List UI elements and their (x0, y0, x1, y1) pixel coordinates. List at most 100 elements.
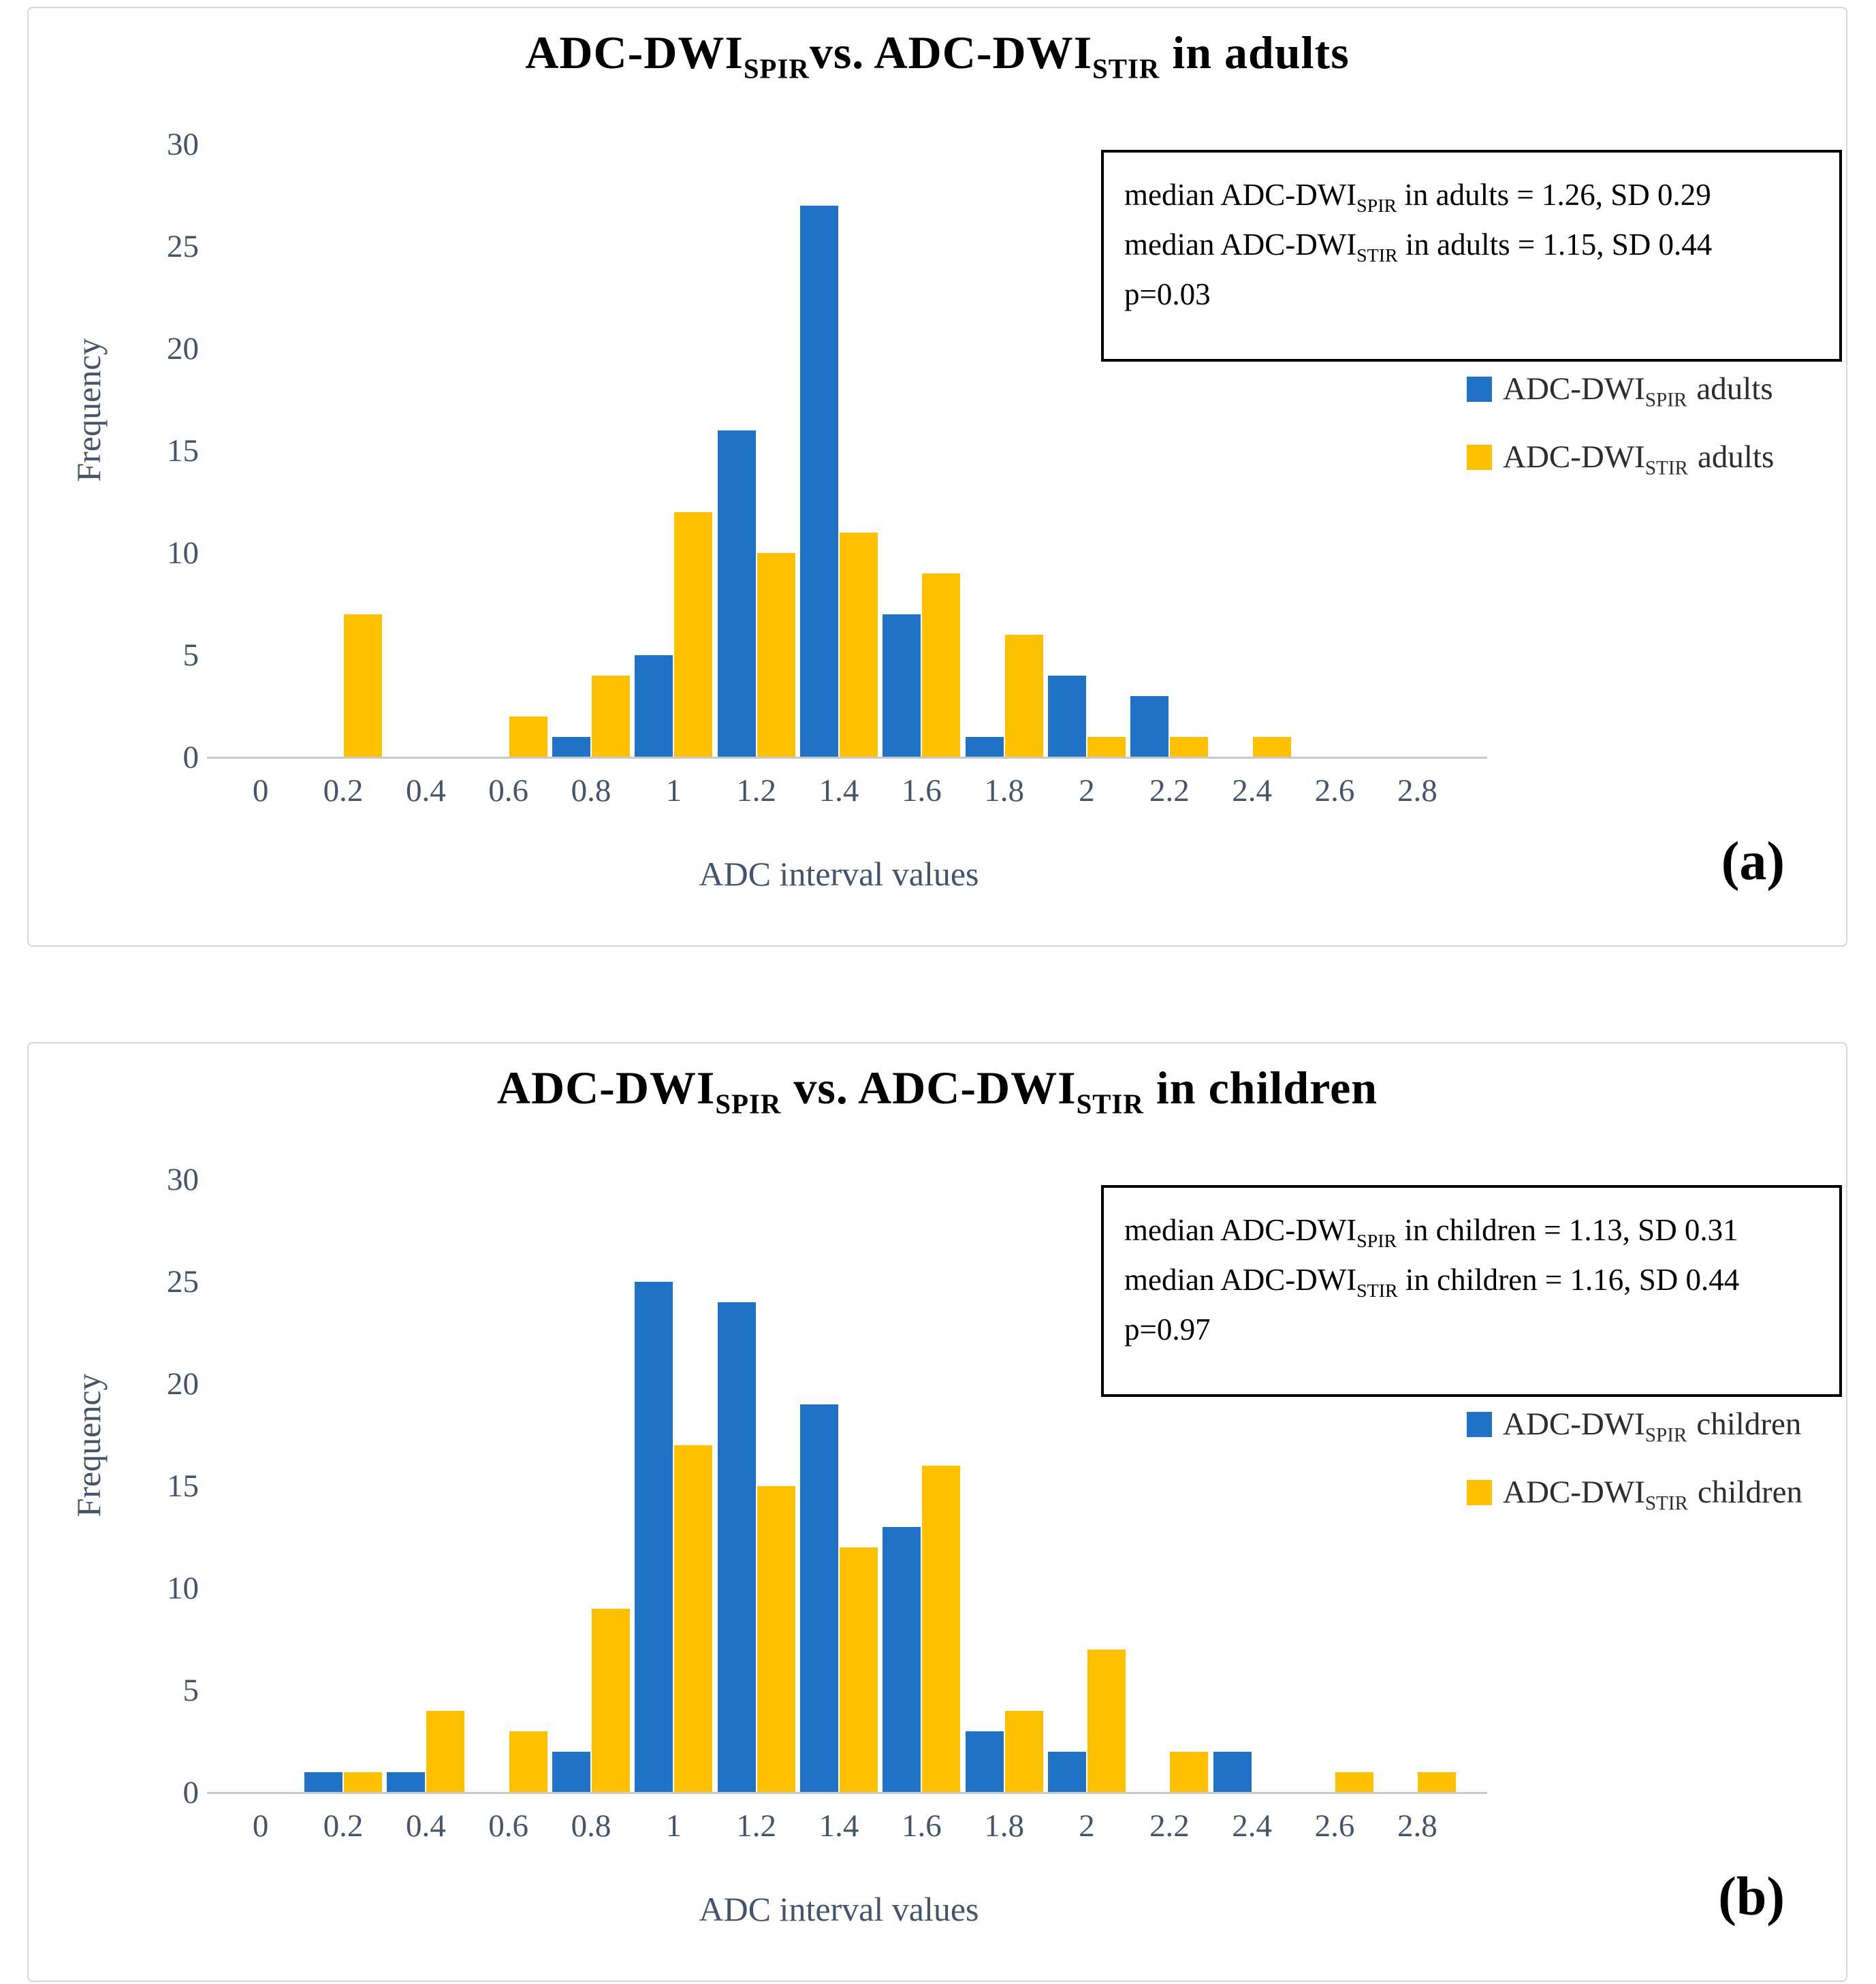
legend-label: ADC-DWISPIR adults (1503, 371, 1773, 410)
stats-adults-0-seg-2: in adults = 1.26, SD 0.29 (1397, 178, 1711, 212)
x-tick-label-2.2: 2.2 (1149, 773, 1190, 808)
legend-text: STIR (1644, 457, 1688, 479)
plot-area-children: 0 5 10 15 20 25 30 0 0.2 0.4 0.6 0.8 1 1.2 1.4 1.6 1.8 2… (167, 1162, 1487, 1844)
title-children-seg-3: STIR (1076, 1088, 1144, 1120)
panel-adults: ADC-DWI SPIR vs. ADC-DWI STIR in adults med… (27, 7, 1847, 947)
bar-stir-children-1.2 (757, 1486, 795, 1793)
x-tick-label-0.8: 0.8 (571, 1808, 611, 1844)
x-tick-label-2: 2 (1079, 773, 1095, 808)
legend-item-stir: ADC-DWISTIR children (1467, 1474, 1802, 1513)
x-tick-label-0: 0 (252, 773, 269, 808)
bar-stir-children-0.6 (509, 1731, 547, 1793)
legend-item-spir: ADC-DWISPIR children (1467, 1406, 1802, 1447)
legend-children: ADC-DWISPIR children ADC-DWISTIR children (1467, 1406, 1802, 1513)
legend-text: SPIR (1644, 1424, 1687, 1447)
bar-spir-adults-1.6 (883, 614, 921, 757)
legend-label: ADC-DWISPIR children (1503, 1406, 1801, 1447)
bar-spir-children-0.4 (387, 1772, 426, 1793)
panel-children: ADC-DWISPIR vs. ADC-DWISTIR in children … (27, 1042, 1847, 1982)
stats-line-3: p=0.97 (1124, 1305, 1819, 1355)
bar-stir-children-1.8 (1004, 1711, 1043, 1793)
x-tick-label-1.2: 1.2 (736, 1808, 777, 1844)
title-adults-seg-0: ADC-DWI (525, 27, 744, 78)
y-tick-label-30: 30 (167, 1162, 199, 1197)
panel-label-b: (b) (1718, 1867, 1785, 1927)
bar-stir-adults-1.8 (1004, 635, 1043, 757)
legend-text: ADC-DWI (1503, 1475, 1645, 1510)
x-tick-label-0: 0 (252, 1808, 269, 1844)
y-tick-label-10: 10 (167, 1571, 199, 1606)
stats-adults-1-seg-2: in adults = 1.15, SD 0.44 (1397, 227, 1713, 262)
stats-box-adults: median ADC-DWI SPIR in adults = 1.26, SD … (1101, 150, 1842, 362)
bar-spir-children-1.6 (883, 1527, 921, 1793)
stats-children-0-seg-1: SPIR (1356, 1231, 1397, 1252)
x-tick-label-2.6: 2.6 (1314, 1808, 1355, 1844)
title-children-seg-0: ADC-DWI (496, 1062, 716, 1114)
legend-text: ADC-DWI (1503, 371, 1645, 407)
bar-spir-children-2.4 (1213, 1752, 1252, 1793)
x-tick-label-0.8: 0.8 (571, 773, 611, 808)
title-adults-seg-2: vs. ADC-DWI (809, 27, 1093, 78)
x-tick-label-2.8: 2.8 (1397, 1808, 1437, 1844)
x-axis-title: ADC interval values (699, 1890, 979, 1928)
y-axis-title: Frequency (69, 338, 108, 482)
stats-children-1-seg-1: STIR (1356, 1280, 1398, 1302)
bar-stir-children-2.6 (1335, 1772, 1373, 1793)
legend-text: adults (1697, 439, 1775, 475)
x-tick-label-1: 1 (665, 1808, 682, 1844)
bar-spir-adults-1.2 (717, 430, 756, 757)
y-tick-label-30: 30 (167, 127, 199, 162)
x-tick-label-1.6: 1.6 (901, 1808, 942, 1844)
bar-stir-adults-1.2 (757, 553, 795, 757)
bar-stir-children-2 (1087, 1650, 1126, 1793)
stats-children-0-seg-2: in children = 1.13, SD 0.31 (1397, 1213, 1738, 1247)
x-tick-label-0.2: 0.2 (323, 773, 364, 808)
legend-swatch-icon (1467, 1411, 1492, 1437)
y-tick-label-5: 5 (182, 1673, 200, 1708)
title-children-seg-4: in children (1143, 1062, 1378, 1114)
stats-adults-1-seg-1: STIR (1356, 245, 1398, 266)
x-axis-title: ADC interval values (699, 855, 979, 893)
bar-spir-children-0.2 (304, 1772, 343, 1793)
stats-line-2: median ADC-DWISTIR in children = 1.16, S… (1124, 1255, 1819, 1305)
bar-stir-children-1 (674, 1445, 713, 1793)
bar-stir-children-0.2 (344, 1772, 382, 1793)
legend-swatch-icon (1467, 376, 1492, 402)
bar-spir-adults-1.8 (965, 737, 1004, 757)
bar-spir-adults-2 (1048, 676, 1086, 757)
bar-stir-children-1.6 (922, 1466, 961, 1793)
stats-box-children: median ADC-DWISPIR in children = 1.13, S… (1101, 1185, 1842, 1397)
x-tick-label-2.4: 2.4 (1232, 773, 1273, 808)
x-tick-label-2: 2 (1079, 1808, 1095, 1844)
x-axis-line (207, 757, 1487, 759)
bar-spir-children-1 (635, 1282, 673, 1793)
y-tick-label-25: 25 (167, 1264, 199, 1300)
legend-text: children (1697, 1475, 1802, 1510)
stats-children-1-seg-2: in children = 1.16, SD 0.44 (1397, 1262, 1740, 1297)
legend-swatch-icon (1467, 444, 1492, 470)
x-tick-label-0.6: 0.6 (488, 773, 529, 808)
x-tick-label-1.8: 1.8 (984, 1808, 1025, 1844)
x-tick-label-1.6: 1.6 (901, 773, 942, 808)
x-tick-label-1.4: 1.4 (818, 1808, 859, 1844)
bar-stir-adults-1.6 (922, 573, 961, 757)
stats-line-3: p=0.03 (1124, 270, 1819, 319)
bar-stir-children-1.4 (840, 1547, 878, 1793)
x-axis-line (207, 1792, 1487, 1794)
y-axis-title: Frequency (69, 1373, 108, 1517)
title-adults-seg-4: in adults (1160, 27, 1350, 78)
stats-line-2: median ADC-DWISTIR in adults = 1.15, SD … (1124, 220, 1819, 270)
chart-title-children: ADC-DWISPIR vs. ADC-DWISTIR in children (29, 1061, 1846, 1118)
bar-stir-adults-1.4 (840, 533, 878, 757)
stats-children-2-seg-0: p=0.97 (1124, 1312, 1211, 1347)
title-children-seg-1: SPIR (715, 1088, 782, 1120)
bar-spir-children-2 (1048, 1752, 1086, 1793)
stats-adults-1-seg-0: median ADC-DWI (1124, 227, 1357, 262)
stats-adults-0-seg-1: SPIR (1356, 195, 1397, 217)
y-tick-label-10: 10 (167, 535, 199, 571)
stats-line-1: median ADC-DWISPIR in children = 1.13, S… (1124, 1206, 1819, 1255)
legend-text: ADC-DWI (1503, 1406, 1645, 1442)
y-tick-label-25: 25 (167, 229, 199, 264)
legend-adults: ADC-DWISPIR adults ADC-DWI STIR adults (1467, 371, 1775, 478)
